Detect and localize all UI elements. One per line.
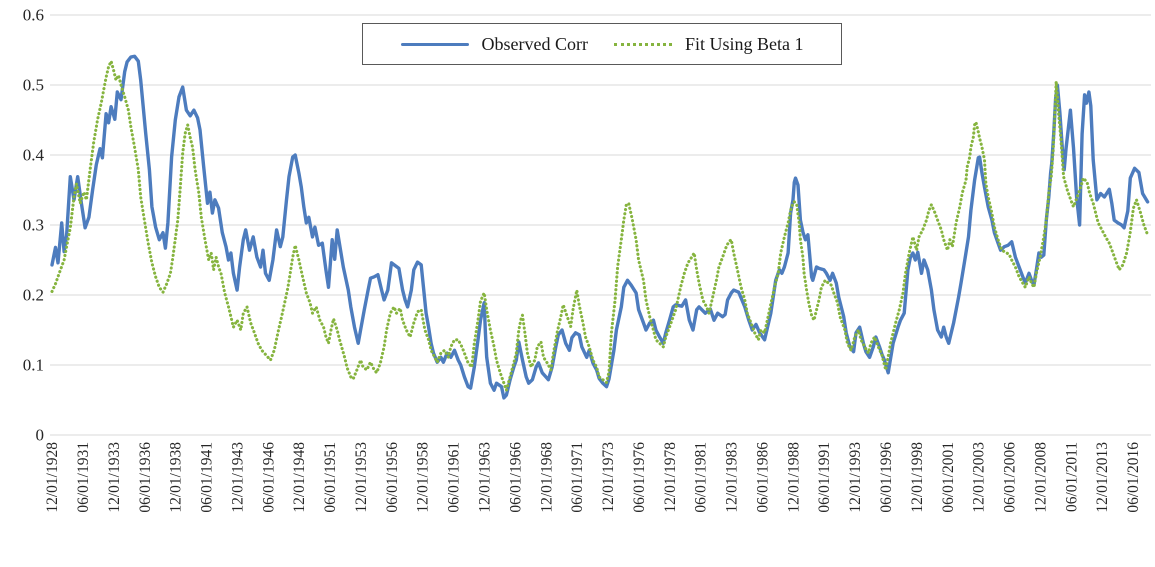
x-tick-label: 12/01/1938 xyxy=(168,442,185,513)
x-tick-label: 12/01/1953 xyxy=(353,442,370,513)
x-tick-label: 06/01/2006 xyxy=(1002,442,1019,513)
x-tick-label: 12/01/2013 xyxy=(1094,442,1111,513)
x-tick-label: 06/01/1961 xyxy=(446,442,463,513)
y-tick-label: 0.4 xyxy=(23,146,45,165)
x-tick-label: 06/01/1981 xyxy=(693,442,710,513)
x-tick-label: 06/01/1976 xyxy=(631,442,648,513)
y-tick-label: 0 xyxy=(36,426,45,445)
y-tick-label: 0.3 xyxy=(23,216,44,235)
x-tick-label: 12/01/2008 xyxy=(1032,442,1049,513)
x-tick-label: 06/01/2016 xyxy=(1125,442,1142,513)
x-tick-label: 12/01/1998 xyxy=(909,442,926,513)
x-tick-label: 06/01/1946 xyxy=(260,442,277,513)
y-tick-label: 0.5 xyxy=(23,76,44,95)
gridlines xyxy=(50,14,1151,436)
x-tick-label: 06/01/1951 xyxy=(322,442,339,513)
fit-using-beta-1-line-swatch xyxy=(613,42,672,46)
legend-label-observed-corr: Observed Corr xyxy=(481,33,588,54)
x-tick-label: 12/01/1973 xyxy=(600,442,617,513)
chart-legend: Observed Corr Fit Using Beta 1 xyxy=(362,23,842,65)
series-lines xyxy=(50,54,1150,400)
x-tick-label: 12/01/1988 xyxy=(785,442,802,513)
x-tick-label: 12/01/1928 xyxy=(44,442,61,513)
x-tick-label: 06/01/1991 xyxy=(816,442,833,513)
observed-corr-line-swatch xyxy=(400,42,469,46)
x-tick-label: 12/01/2003 xyxy=(971,442,988,513)
series-line-observed-corr xyxy=(50,54,1150,400)
x-tick-label: 06/01/1986 xyxy=(754,442,771,513)
x-tick-label: 06/01/2001 xyxy=(940,442,957,513)
legend-item-fit-using-beta-1: Fit Using Beta 1 xyxy=(613,33,804,55)
x-tick-label: 06/01/2011 xyxy=(1063,442,1080,512)
x-tick-label: 06/01/1996 xyxy=(878,442,895,513)
x-tick-label: 06/01/1966 xyxy=(507,442,524,513)
y-tick-label: 0.6 xyxy=(23,6,44,25)
x-tick-label: 12/01/1933 xyxy=(106,442,123,513)
x-tick-label: 12/01/1978 xyxy=(662,442,679,513)
y-tick-label: 0.2 xyxy=(23,286,44,305)
x-tick-label: 12/01/1983 xyxy=(724,442,741,513)
x-tick-label: 12/01/1943 xyxy=(229,442,246,513)
x-tick-label: 06/01/1931 xyxy=(75,442,92,513)
x-tick-label: 06/01/1936 xyxy=(137,442,154,513)
x-tick-label: 06/01/1971 xyxy=(569,442,586,513)
legend-label-fit-using-beta-1: Fit Using Beta 1 xyxy=(684,33,804,54)
x-tick-label: 12/01/1968 xyxy=(538,442,555,513)
x-tick-label: 06/01/1941 xyxy=(199,442,216,513)
legend-item-observed-corr: Observed Corr xyxy=(400,33,588,55)
x-tick-label: 12/01/1958 xyxy=(415,442,432,513)
x-axis-tick-labels: 12/01/1928 06/01/1931 12/01/1933 06/01/1936… xyxy=(44,442,1142,513)
x-tick-label: 12/01/1963 xyxy=(477,442,494,513)
series-line-fit-using-beta-1 xyxy=(50,59,1150,392)
y-tick-label: 0.1 xyxy=(23,356,44,375)
x-tick-label: 12/01/1948 xyxy=(291,442,308,513)
x-tick-label: 12/01/1993 xyxy=(847,442,864,513)
x-tick-label: 06/01/1956 xyxy=(384,442,401,513)
y-axis-tick-labels: 0 0.1 0.2 0.3 0.4 0.5 0.6 xyxy=(23,6,45,445)
